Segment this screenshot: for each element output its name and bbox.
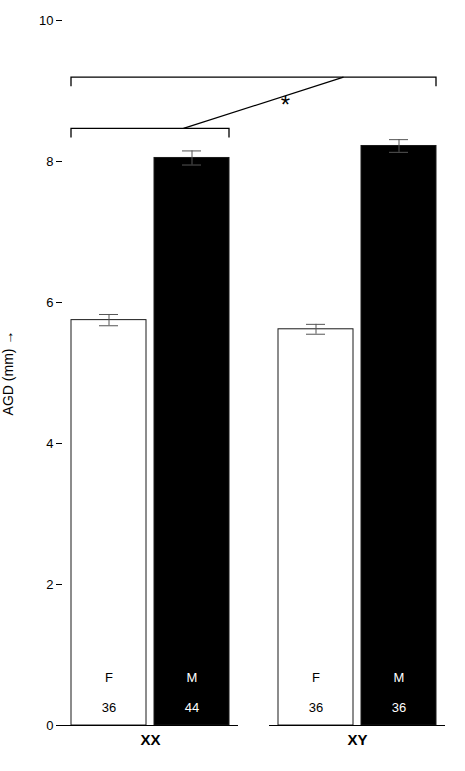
svg-text:0: 0 — [46, 718, 53, 733]
svg-text:36: 36 — [392, 700, 406, 715]
svg-text:4: 4 — [46, 436, 53, 451]
svg-text:6: 6 — [46, 295, 53, 310]
svg-text:10: 10 — [39, 13, 53, 28]
svg-text:44: 44 — [185, 700, 199, 715]
svg-text:M: M — [187, 670, 198, 685]
svg-text:AGD (mm) →: AGD (mm) → — [0, 331, 16, 416]
svg-text:8: 8 — [46, 154, 53, 169]
svg-text:2: 2 — [46, 577, 53, 592]
svg-text:36: 36 — [309, 700, 323, 715]
svg-text:36: 36 — [102, 700, 116, 715]
svg-text:F: F — [105, 670, 113, 685]
svg-text:F: F — [312, 670, 320, 685]
svg-text:XY: XY — [347, 731, 367, 748]
svg-text:*: * — [281, 91, 290, 118]
svg-text:M: M — [394, 670, 405, 685]
svg-text:XX: XX — [140, 731, 160, 748]
